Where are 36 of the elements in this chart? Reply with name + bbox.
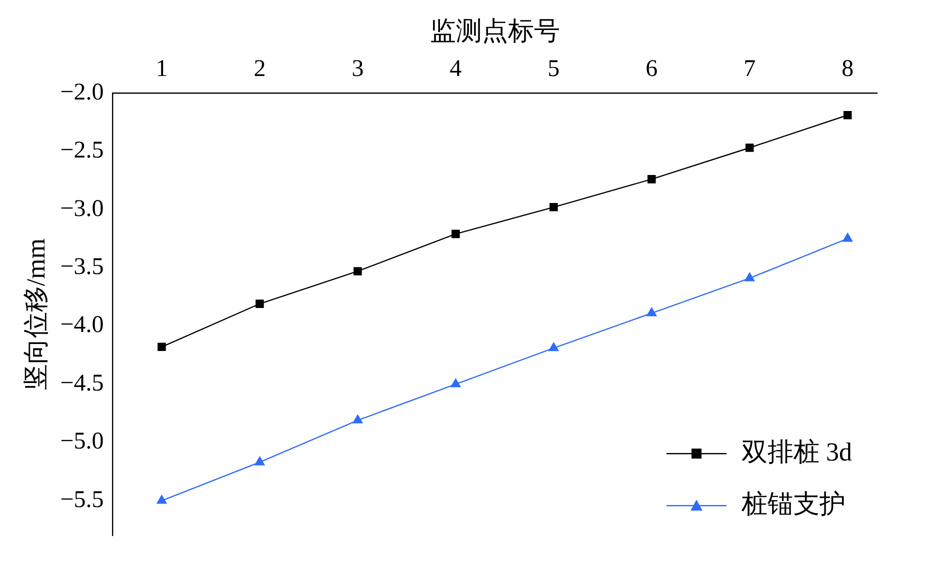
point	[550, 203, 558, 212]
point	[254, 456, 265, 466]
x-tick-label: 2	[254, 56, 266, 82]
legend-label: 桩锚支护	[740, 489, 846, 518]
x-tick-label: 4	[450, 56, 462, 82]
point	[548, 342, 559, 352]
y-tick-label: −2.0	[60, 79, 104, 106]
point	[354, 267, 362, 276]
point	[452, 230, 460, 238]
point	[352, 414, 363, 424]
x-tick-label: 3	[352, 56, 364, 82]
y-tick-label: −4.5	[60, 370, 104, 396]
x-tick-label: 6	[646, 56, 658, 82]
y-tick-label: −5.5	[60, 486, 104, 513]
point	[745, 144, 754, 152]
point	[156, 495, 167, 504]
point	[158, 342, 166, 352]
point	[256, 300, 264, 308]
x-axis-title: 监测点标号	[430, 16, 560, 46]
point	[842, 232, 853, 242]
point	[744, 272, 755, 282]
y-tick-label: −5.0	[60, 428, 104, 455]
x-tick-label: 5	[548, 56, 560, 82]
y-tick-label: −2.5	[60, 138, 104, 164]
x-tick-label: 7	[744, 56, 756, 82]
x-tick-label: 8	[842, 56, 854, 82]
y-axis-title: 竖向位移/mm	[21, 238, 50, 390]
y-tick-label: −3.0	[60, 196, 104, 222]
y-tick-label: −3.5	[60, 254, 104, 280]
point	[648, 175, 656, 184]
x-tick-label: 1	[156, 56, 168, 82]
point	[450, 378, 461, 388]
y-tick-label: −4.0	[60, 312, 104, 338]
point	[646, 308, 657, 316]
point	[843, 110, 852, 120]
legend-label: 双排桩 3d	[742, 437, 852, 466]
